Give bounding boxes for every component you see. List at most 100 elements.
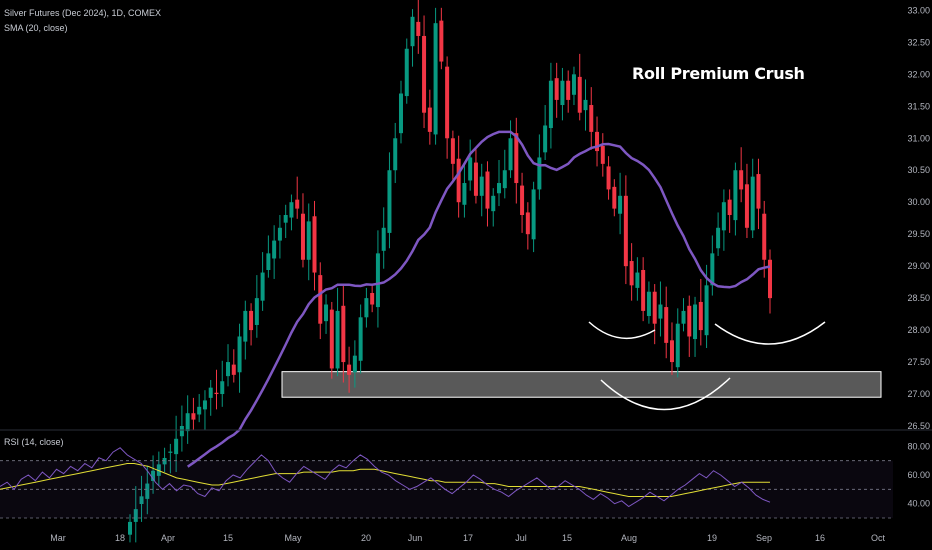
candle-body	[560, 80, 565, 106]
price-tick-label: 30.50	[907, 165, 930, 175]
candle	[393, 122, 398, 184]
candle	[174, 415, 179, 473]
candle-body	[721, 202, 726, 231]
candle-body	[208, 387, 213, 398]
candle-body	[335, 310, 340, 369]
candle-body	[375, 253, 380, 308]
candle-body	[404, 48, 409, 97]
candle-body	[750, 176, 755, 231]
candle-body	[744, 184, 749, 228]
candle	[658, 281, 663, 337]
candle	[635, 257, 640, 301]
candle	[491, 188, 496, 227]
candle	[283, 204, 288, 239]
candle-body	[727, 199, 732, 215]
time-tick-label: Sep	[756, 533, 772, 543]
candle-body	[468, 157, 473, 181]
candle	[347, 346, 352, 393]
rsi-tick-label: 80.00	[907, 441, 930, 451]
candle	[329, 301, 334, 379]
time-tick-label: Jun	[408, 533, 423, 543]
candle	[433, 7, 438, 145]
candle-body	[756, 174, 761, 209]
sma-legend[interactable]: SMA (20, close)	[4, 23, 68, 33]
candle-body	[231, 364, 236, 375]
candle	[589, 87, 594, 150]
candle-body	[739, 170, 744, 190]
support-zone	[281, 371, 882, 398]
price-tick-label: 32.50	[907, 37, 930, 47]
candle-body	[456, 158, 461, 203]
candle	[485, 161, 490, 227]
candle-body	[306, 221, 311, 260]
candle	[168, 443, 173, 474]
candle-body	[324, 304, 329, 322]
candle-body	[249, 310, 254, 331]
candle	[214, 369, 219, 410]
candle	[606, 156, 611, 200]
candle	[525, 202, 530, 250]
candle	[497, 160, 502, 207]
candle	[324, 294, 329, 334]
candle	[629, 243, 634, 301]
candle-body	[364, 298, 369, 318]
candle	[254, 275, 259, 338]
candle-body	[693, 304, 698, 340]
rsi-legend[interactable]: RSI (14, close)	[4, 437, 64, 447]
candle	[577, 53, 582, 121]
candle-body	[295, 199, 300, 209]
candle-body	[664, 307, 669, 343]
candle-body	[687, 305, 692, 337]
time-tick-label: Aug	[621, 533, 637, 543]
candle-body	[370, 293, 375, 305]
candle	[145, 465, 150, 515]
candle-body	[537, 157, 542, 190]
candle	[514, 117, 519, 204]
symbol-legend[interactable]: Silver Futures (Dec 2024), 1D, COMEX	[4, 8, 162, 18]
candle	[744, 163, 749, 239]
candle-body	[289, 202, 294, 218]
candle-body	[531, 189, 536, 240]
candle-body	[612, 186, 617, 209]
candle	[566, 70, 571, 113]
candle	[243, 300, 248, 360]
time-tick-label: May	[284, 533, 302, 543]
candle	[260, 252, 265, 311]
candle-body	[497, 183, 502, 194]
sma-20-line	[186, 130, 771, 468]
price-tick-label: 26.50	[907, 421, 930, 431]
candle	[358, 304, 363, 374]
candle	[312, 200, 317, 291]
candle	[733, 162, 738, 236]
right-shoulder-arc	[714, 321, 826, 345]
time-tick-label: Mar	[50, 533, 66, 543]
time-tick-label: 17	[463, 533, 473, 543]
candle	[237, 323, 242, 393]
candle-body	[145, 483, 150, 499]
candle	[612, 179, 617, 217]
candle-body	[174, 438, 179, 455]
candle	[364, 287, 369, 328]
candle	[468, 139, 473, 191]
candle-body	[433, 23, 438, 135]
candle	[208, 379, 213, 416]
candle	[693, 296, 698, 357]
candle	[600, 133, 605, 177]
candle-body	[398, 93, 403, 134]
candle	[537, 134, 542, 200]
candle	[583, 79, 588, 131]
candle	[387, 152, 392, 249]
axes: 26.50 27.00 27.50 28.00 28.50 29.00 29.50 30.00…	[0, 5, 932, 543]
candle	[300, 193, 305, 268]
candle	[318, 262, 323, 340]
candle-body	[450, 138, 455, 164]
candle	[306, 203, 311, 281]
candle	[295, 176, 300, 219]
candle-body	[168, 451, 173, 453]
candle	[422, 15, 427, 129]
candle-body	[629, 261, 634, 286]
candle-body	[139, 496, 144, 505]
time-tick-label: 20	[361, 533, 371, 543]
candle	[231, 349, 236, 383]
annotation-roll-premium-crush: Roll Premium Crush	[632, 64, 805, 83]
